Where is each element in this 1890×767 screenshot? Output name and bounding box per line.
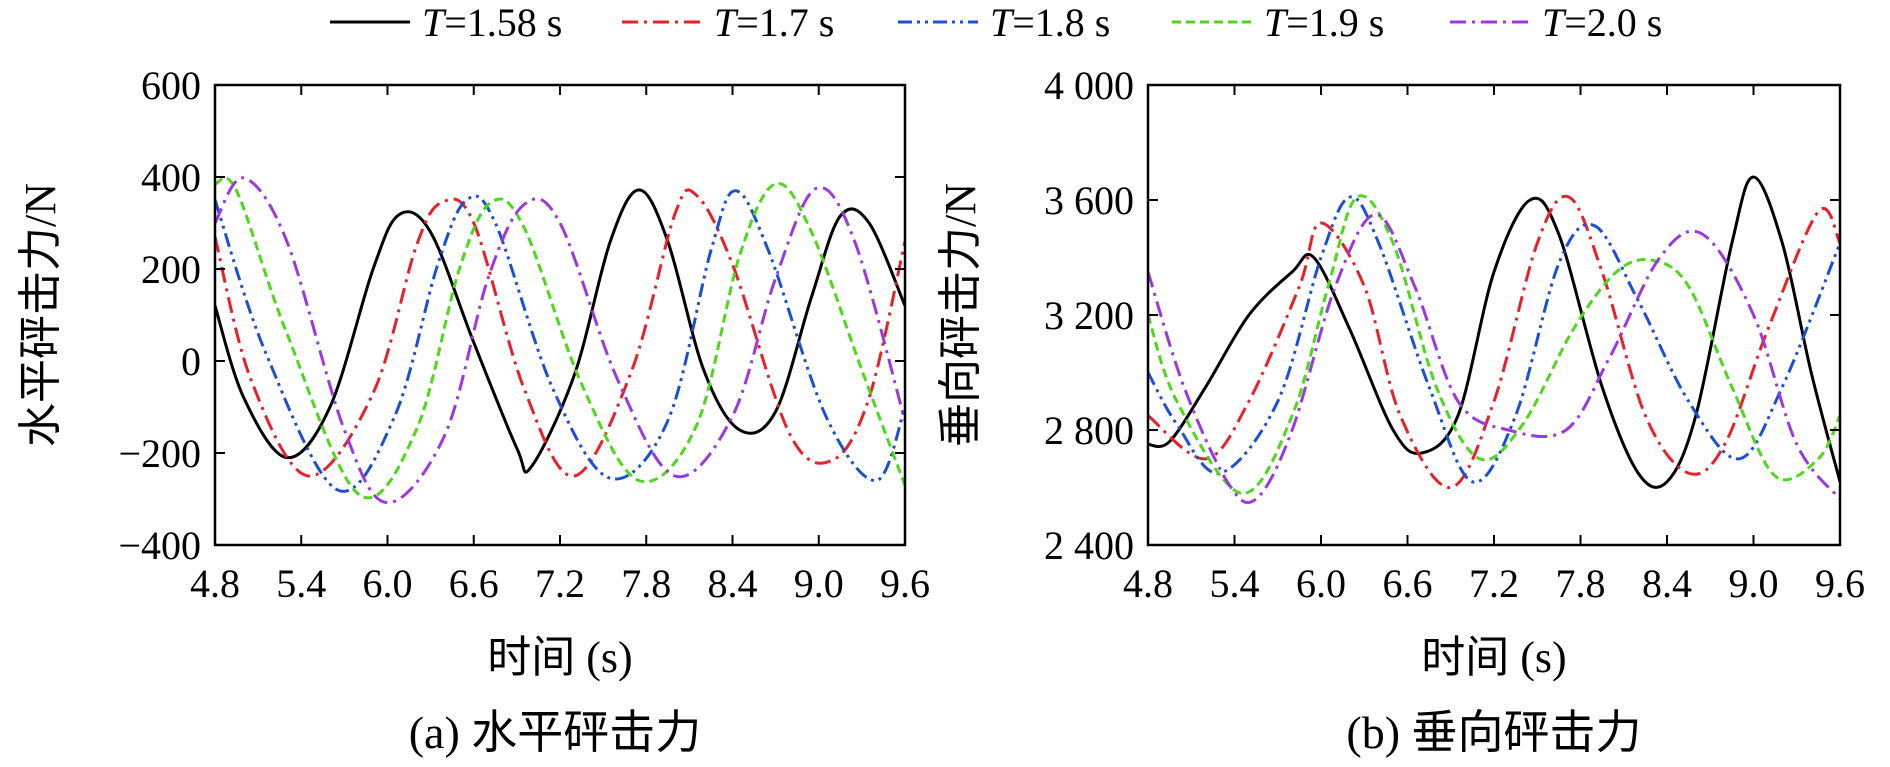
x-tick-label: 7.8	[1556, 561, 1606, 606]
y-tick-label: 3 200	[1044, 293, 1134, 338]
panel-caption: (b) 垂向砰击力	[1346, 707, 1641, 758]
x-tick-label: 7.2	[535, 561, 585, 606]
series-line	[1148, 194, 1840, 495]
y-axis-label: 垂向砰击力/N	[936, 183, 985, 447]
y-tick-label: 200	[141, 247, 201, 292]
y-tick-label: −400	[118, 523, 201, 568]
legend-entry: T=1.8 s	[898, 0, 1110, 45]
y-tick-label: 2 800	[1044, 408, 1134, 453]
legend-label: T=1.8 s	[990, 0, 1110, 45]
y-tick-label: 2 400	[1044, 523, 1134, 568]
series-line	[1148, 195, 1840, 484]
legend-label: T=1.9 s	[1264, 0, 1384, 45]
y-tick-label: 4 000	[1044, 63, 1134, 108]
x-tick-label: 6.0	[363, 561, 413, 606]
x-tick-label: 4.8	[1123, 561, 1173, 606]
x-tick-label: 4.8	[190, 561, 240, 606]
x-tick-label: 9.0	[1729, 561, 1779, 606]
y-tick-label: 600	[141, 63, 201, 108]
series-line	[1148, 212, 1840, 505]
panel-horizontal-slamming-force: 4.8 5.4 6.0 6.6 7.2 7.8 8.4 9.0 9.6 600 400 200 0 −20…	[16, 63, 930, 758]
series-line	[215, 176, 905, 500]
series-line	[215, 188, 905, 478]
x-tick-label: 8.4	[708, 561, 758, 606]
series-line	[215, 188, 905, 474]
series-line	[1148, 194, 1840, 489]
x-tick-label: 6.6	[449, 561, 499, 606]
x-tick-label: 8.4	[1642, 561, 1692, 606]
x-tick-label: 9.6	[1815, 561, 1865, 606]
legend-entry: T=1.7 s	[622, 0, 834, 45]
series-line	[1148, 175, 1840, 489]
x-axis-label: 时间 (s)	[487, 633, 632, 682]
legend-entry: T=2.0 s	[1450, 0, 1662, 45]
series-line	[215, 189, 905, 493]
legend-label: T=2.0 s	[1542, 0, 1662, 45]
x-tick-label: 5.4	[1210, 561, 1260, 606]
legend-entry: T=1.58 s	[330, 0, 562, 45]
x-tick-label: 7.2	[1469, 561, 1519, 606]
legend: T=1.58 s T=1.7 s T=1.8 s T=1.9 s T=2.0 s	[330, 0, 1662, 45]
y-tick-label: 0	[181, 339, 201, 384]
y-tick-label: 3 600	[1044, 178, 1134, 223]
plot-frame	[1146, 83, 1842, 547]
x-tick-label: 7.8	[621, 561, 671, 606]
legend-entry: T=1.9 s	[1172, 0, 1384, 45]
x-tick-label: 6.0	[1296, 561, 1346, 606]
y-axis-label: 水平砰击力/N	[16, 183, 65, 447]
panel-vertical-slamming-force: 4.8 5.4 6.0 6.6 7.2 7.8 8.4 9.0 9.6 4 000 3 600 3 2…	[936, 63, 1865, 758]
x-tick-label: 9.6	[880, 561, 930, 606]
x-tick-label: 9.0	[794, 561, 844, 606]
y-tick-label: −200	[118, 431, 201, 476]
x-tick-label: 5.4	[276, 561, 326, 606]
y-tick-label: 400	[141, 155, 201, 200]
x-tick-label: 6.6	[1383, 561, 1433, 606]
legend-label: T=1.58 s	[422, 0, 562, 45]
plot-frame	[213, 83, 907, 547]
panel-caption: (a) 水平砰击力	[409, 707, 702, 758]
legend-label: T=1.7 s	[714, 0, 834, 45]
x-axis-label: 时间 (s)	[1421, 633, 1566, 682]
